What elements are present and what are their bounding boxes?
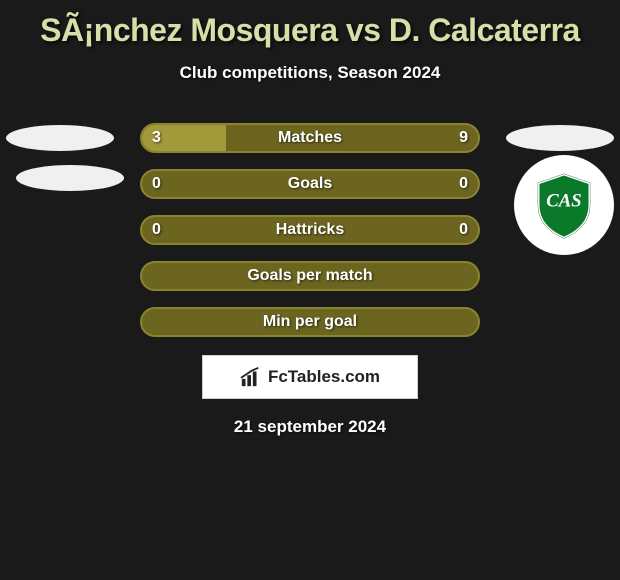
stat-value-right: 0 [459, 175, 468, 193]
stat-bar: 0 Hattricks 0 [140, 215, 480, 245]
comparison-subtitle: Club competitions, Season 2024 [0, 63, 620, 83]
stat-row-goals-per-match: Goals per match [0, 253, 620, 299]
stat-label: Min per goal [142, 313, 478, 331]
comparison-title: SÃ¡nchez Mosquera vs D. Calcaterra [0, 0, 620, 49]
player-right-placeholder-icon [506, 125, 614, 151]
stat-value-right: 9 [459, 129, 468, 147]
stats-area: 3 Matches 9 0 Goals 0 CAS 0 Hattricks 0 [0, 115, 620, 345]
stat-label: Hattricks [142, 221, 478, 239]
stat-bar: 0 Goals 0 [140, 169, 480, 199]
date-text: 21 september 2024 [0, 417, 620, 437]
stat-row-min-per-goal: Min per goal [0, 299, 620, 345]
source-badge: FcTables.com [202, 355, 418, 399]
club-badge-text: CAS [546, 190, 581, 211]
stat-row-goals: 0 Goals 0 CAS [0, 161, 620, 207]
stat-bar: 3 Matches 9 [140, 123, 480, 153]
stat-value-right: 0 [459, 221, 468, 239]
stat-label: Goals per match [142, 267, 478, 285]
player-left-placeholder-icon [6, 125, 114, 151]
stat-bar: Min per goal [140, 307, 480, 337]
stat-bar: Goals per match [140, 261, 480, 291]
stat-label: Matches [142, 129, 478, 147]
bar-chart-icon [240, 366, 262, 388]
source-brand-text: FcTables.com [268, 367, 380, 387]
player-left-placeholder-icon [16, 165, 124, 191]
stat-row-matches: 3 Matches 9 [0, 115, 620, 161]
stat-label: Goals [142, 175, 478, 193]
club-badge-right: CAS [514, 155, 614, 255]
shield-icon: CAS [528, 169, 600, 241]
